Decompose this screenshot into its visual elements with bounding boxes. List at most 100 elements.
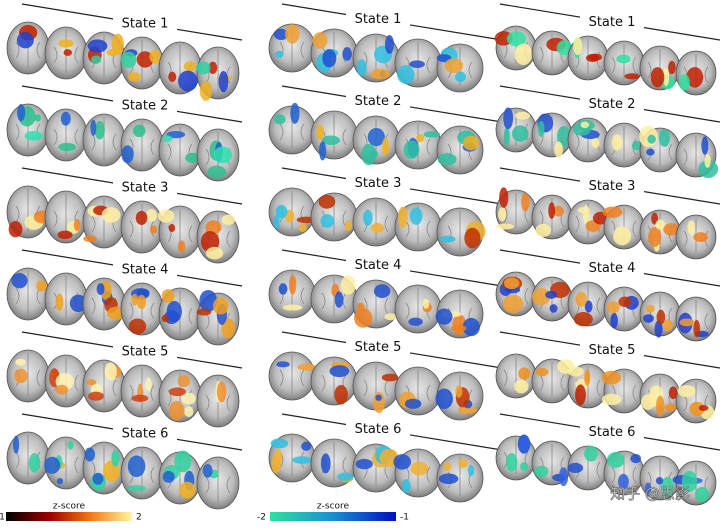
activation-blob (535, 223, 552, 237)
title-bg (580, 96, 644, 113)
activation-blob (58, 39, 74, 48)
activation-blob (94, 120, 105, 140)
title-bg (113, 98, 177, 115)
state-title: State 4 (589, 261, 636, 276)
activation-blob (88, 391, 104, 401)
state-title: State 1 (122, 17, 169, 32)
activation-blob (704, 154, 711, 168)
activation-blob (196, 61, 211, 75)
activation-blob (282, 304, 303, 311)
state-panel: State 6 (268, 413, 503, 503)
activation-blob (58, 142, 76, 152)
state-title: State 6 (122, 427, 169, 442)
activation-blob (216, 381, 227, 403)
activation-blob (677, 385, 696, 397)
activation-blob (439, 235, 456, 243)
title-bg (580, 14, 644, 31)
activation-blob (591, 137, 600, 148)
activation-blob (655, 219, 666, 230)
activation-blob (131, 293, 138, 306)
activation-blob (514, 43, 533, 66)
activation-blob (184, 406, 194, 418)
activation-blob (87, 39, 108, 53)
activation-blob (162, 470, 175, 483)
activation-blob (28, 453, 41, 473)
activation-blob (177, 240, 186, 253)
activation-blob (444, 58, 464, 74)
state-panel: State 2 (6, 85, 243, 182)
activation-blob (168, 223, 176, 233)
activation-blob (575, 384, 586, 406)
activation-blob (545, 290, 558, 299)
activation-blob (408, 317, 423, 326)
activation-blob (584, 300, 593, 313)
title-bg (113, 344, 177, 361)
activation-blob (213, 297, 229, 315)
activation-blob (557, 125, 571, 147)
activation-blob (161, 289, 175, 303)
activation-blob (135, 210, 148, 226)
activation-blob (548, 202, 556, 219)
activation-blob (128, 318, 147, 335)
activation-blob (687, 220, 696, 235)
state-title: State 3 (355, 176, 402, 191)
title-bg (346, 421, 410, 438)
title-bg (580, 178, 644, 195)
activation-blob (321, 135, 341, 146)
state-panel: State 6 (495, 413, 720, 506)
activation-blob (96, 282, 105, 295)
activation-blob (518, 434, 529, 453)
title-bg (346, 257, 410, 274)
state-panel: State 4 (6, 249, 243, 346)
activation-blob (55, 293, 64, 311)
activation-blob (656, 395, 665, 417)
brain-fold (205, 460, 231, 503)
activation-blob (458, 406, 478, 414)
activation-blob (397, 65, 415, 85)
activation-blob (73, 219, 81, 232)
activation-blob (149, 49, 162, 64)
activation-blob (678, 74, 690, 91)
activation-blob (370, 223, 385, 233)
activation-blob (385, 35, 394, 54)
activation-blob (693, 319, 701, 338)
activation-blob (537, 120, 545, 137)
activation-blob (34, 114, 41, 122)
activation-blob (384, 313, 397, 321)
activation-blob (553, 205, 564, 217)
activation-blob (438, 473, 459, 485)
activation-blob (168, 71, 177, 83)
activation-blob (648, 226, 662, 247)
activation-blob (370, 68, 391, 80)
state-panel: State 4 (495, 249, 720, 342)
activation-blob (104, 362, 117, 381)
activation-blob (196, 308, 212, 316)
title-bg (346, 93, 410, 110)
activation-blob (179, 481, 196, 499)
state-title: State 4 (122, 263, 169, 278)
activation-blob (462, 317, 480, 337)
activation-blob (121, 145, 134, 164)
activation-blob (185, 152, 201, 164)
activation-blob (275, 50, 284, 58)
activation-blob (136, 294, 147, 310)
activation-blob (320, 214, 335, 228)
activation-blob (423, 131, 441, 138)
activation-blob (16, 31, 34, 49)
activation-blob (334, 384, 348, 405)
activation-blob (319, 141, 327, 161)
state-title: State 6 (355, 422, 402, 437)
activation-blob (584, 369, 591, 386)
activation-blob (514, 379, 529, 394)
state-panel: State 2 (268, 85, 503, 175)
activation-blob (111, 449, 120, 467)
state-panel: State 2 (495, 85, 720, 179)
title-bg (113, 180, 177, 197)
activation-blob (689, 401, 705, 417)
activation-blob (606, 451, 625, 468)
activation-blob (585, 53, 600, 63)
activation-blob (63, 49, 73, 56)
activation-blob (503, 127, 510, 146)
activation-blob (467, 464, 475, 477)
state-title: State 3 (589, 179, 636, 194)
